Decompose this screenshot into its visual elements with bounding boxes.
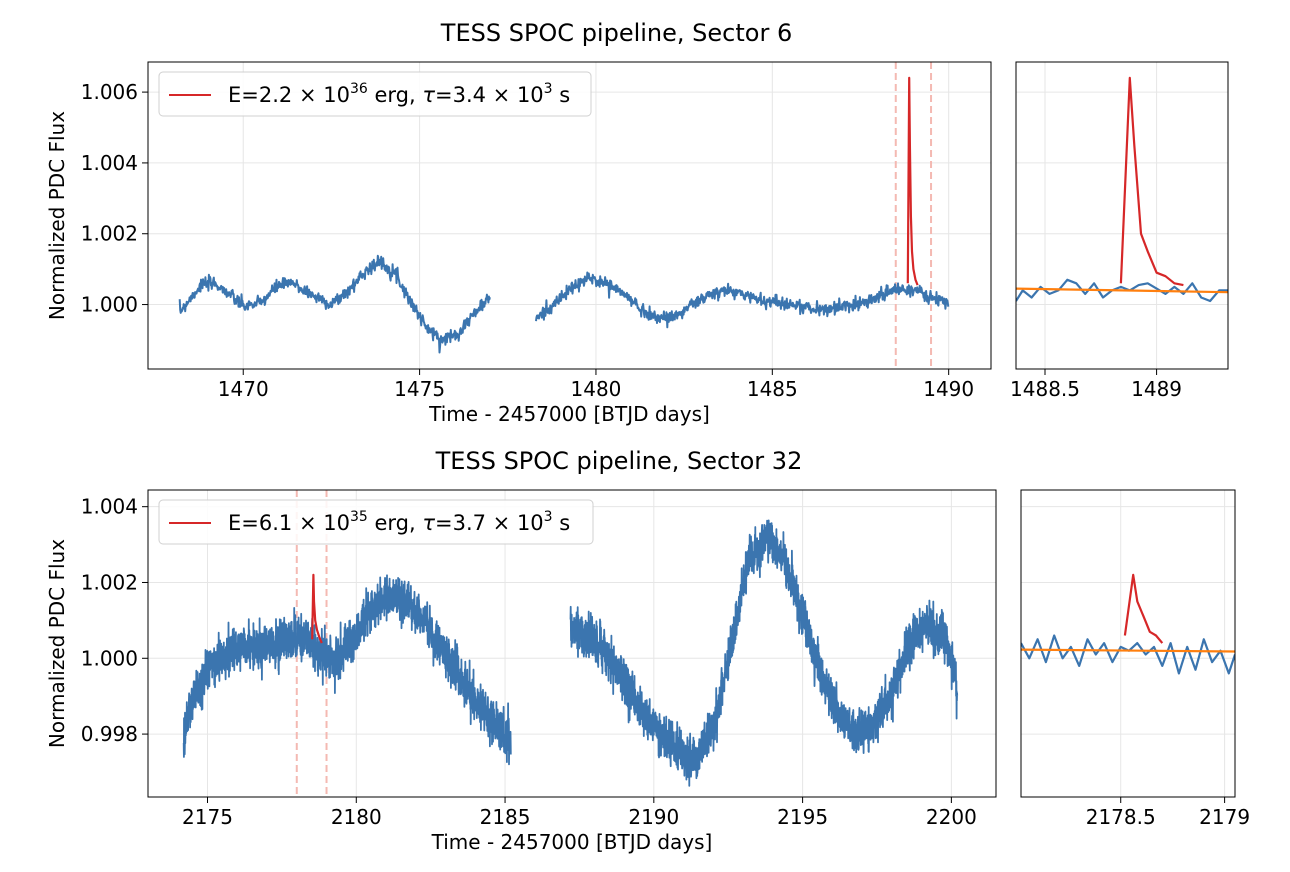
chart-panel-sector-32-main: 2175 2180 2185 2190 2195 2200 0.998 1.000 1.002 1… (45, 447, 997, 854)
plot-frame (1015, 61, 1229, 370)
x-tick-label: 2178.5 (1086, 805, 1156, 829)
legend-part-times: × (486, 511, 517, 535)
legend-part-base1: 10 (323, 83, 350, 107)
series-group (182, 519, 959, 787)
quiescent-model-series (1021, 648, 1235, 653)
y-axis-label: Normalized PDC Flux (45, 539, 69, 748)
lightcurve-series-segment-2 (569, 519, 959, 787)
y-tick-label: 1.002 (81, 222, 138, 246)
legend-part-mid: erg, (368, 83, 423, 107)
x-tick-label: 1489 (1131, 377, 1182, 401)
legend-part-mid: erg, (368, 511, 423, 535)
x-tick-label: 1475 (394, 377, 445, 401)
series-group (178, 76, 950, 354)
legend-part-suffix: s (553, 83, 571, 107)
series-group (1021, 573, 1235, 675)
flare-fit-series (906, 76, 919, 286)
x-tick-label: 1488.5 (1010, 377, 1080, 401)
y-tick-label: 1.006 (81, 80, 138, 104)
legend-part-times: × (486, 83, 517, 107)
x-tick-label: 2180 (331, 805, 382, 829)
lightcurve-zoom-series (1021, 634, 1235, 675)
lightcurve-series-segment-1 (182, 574, 512, 766)
legend-part-prefix: E=6.1 (228, 511, 292, 535)
x-tick-label: 1490 (923, 377, 974, 401)
plot-frame (1020, 489, 1236, 798)
y-tick-label: 1.004 (81, 151, 138, 175)
chart-panel-sector-6-zoom: 1488.5 1489 (1010, 61, 1229, 401)
legend-part-times: × (292, 511, 323, 535)
x-tick-label: 1485 (747, 377, 798, 401)
y-tick-label: 1.002 (81, 570, 138, 594)
x-tick-label: 2185 (480, 805, 531, 829)
plot-frame (147, 489, 997, 798)
lightcurve-zoom-series (1016, 278, 1228, 303)
x-tick-label: 2200 (926, 805, 977, 829)
legend-part-base2: 10 (517, 511, 544, 535)
plot-frame (147, 61, 992, 370)
legend-box (158, 499, 594, 545)
y-tick-label: 1.004 (81, 495, 138, 519)
legend: E=2.2 × 1036 erg, τ=3.4 × 103 s (158, 71, 592, 117)
legend-part-suffix: s (553, 511, 571, 535)
y-tick-label: 1.000 (81, 646, 138, 670)
x-tick-label: 2179 (1199, 805, 1250, 829)
legend: E=6.1 × 1035 erg, τ=3.7 × 103 s (158, 499, 594, 545)
flare-fit-series (311, 573, 323, 644)
legend-box (158, 71, 592, 117)
legend-part-prefix: E=2.2 (228, 83, 292, 107)
chart-panel-sector-32-zoom: 2178.5 2179 (1020, 489, 1250, 829)
legend-part-exp2: 3 (544, 509, 553, 525)
x-tick-label: 1470 (218, 377, 269, 401)
legend-part-tau: τ (422, 83, 435, 107)
legend-part-eq: =3.7 (435, 511, 486, 535)
x-tick-label: 2195 (777, 805, 828, 829)
flare-fit-series (1123, 573, 1164, 644)
legend-part-base2: 10 (517, 83, 544, 107)
x-tick-label: 1480 (571, 377, 622, 401)
lightcurve-series-segment-1 (178, 254, 491, 354)
x-tick-label: 2175 (182, 805, 233, 829)
legend-part-exp1: 36 (350, 81, 368, 97)
x-tick-label: 2190 (628, 805, 679, 829)
x-axis-label: Time - 2457000 [BTJD days] (431, 830, 713, 854)
chart-panel-sector-6-main: 1470 1475 1480 1485 1490 1.000 1.002 1.004 1.006… (45, 19, 992, 426)
flare-fit-series (1119, 76, 1184, 287)
legend-label: E=2.2 × 1036 erg, τ=3.4 × 103 s (228, 81, 570, 107)
lightcurve-series-segment-2 (535, 271, 950, 329)
legend-part-eq: =3.4 (435, 83, 486, 107)
x-axis-label: Time - 2457000 [BTJD days] (428, 402, 710, 426)
y-tick-label: 0.998 (81, 722, 138, 746)
quiescent-model-series (1016, 287, 1228, 294)
y-axis-label: Normalized PDC Flux (45, 111, 69, 320)
legend-part-base1: 10 (323, 511, 350, 535)
legend-label: E=6.1 × 1035 erg, τ=3.7 × 103 s (228, 509, 570, 535)
y-tick-label: 1.000 (81, 293, 138, 317)
chart-title: TESS SPOC pipeline, Sector 32 (435, 447, 803, 475)
series-group (1016, 76, 1228, 303)
legend-part-exp2: 3 (544, 81, 553, 97)
legend-part-tau: τ (422, 511, 435, 535)
chart-title: TESS SPOC pipeline, Sector 6 (440, 19, 792, 47)
legend-part-times: × (292, 83, 323, 107)
legend-part-exp1: 35 (350, 509, 368, 525)
